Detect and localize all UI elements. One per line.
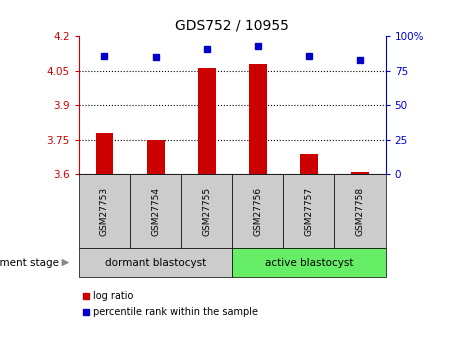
Text: percentile rank within the sample: percentile rank within the sample	[93, 307, 258, 317]
Bar	[96, 133, 113, 174]
Text: active blastocyst: active blastocyst	[265, 258, 353, 267]
Bar	[147, 140, 165, 174]
Text: GSM27757: GSM27757	[304, 187, 313, 236]
Text: GSM27755: GSM27755	[202, 187, 211, 236]
Bar	[232, 248, 386, 277]
Bar	[79, 174, 130, 248]
Bar	[181, 174, 232, 248]
Text: log ratio: log ratio	[93, 291, 134, 300]
Text: GSM27758: GSM27758	[355, 187, 364, 236]
Title: GDS752 / 10955: GDS752 / 10955	[175, 18, 289, 32]
Text: GSM27754: GSM27754	[151, 187, 160, 236]
Text: GSM27753: GSM27753	[100, 187, 109, 236]
Bar	[283, 174, 335, 248]
Bar	[198, 68, 216, 174]
Bar	[351, 172, 369, 174]
Bar	[79, 248, 232, 277]
Text: dormant blastocyst: dormant blastocyst	[105, 258, 206, 267]
Bar	[335, 174, 386, 248]
Bar	[249, 64, 267, 174]
Bar	[300, 154, 318, 174]
Text: development stage: development stage	[0, 258, 59, 267]
Bar	[130, 174, 181, 248]
Bar	[232, 174, 283, 248]
Text: GSM27756: GSM27756	[253, 187, 262, 236]
